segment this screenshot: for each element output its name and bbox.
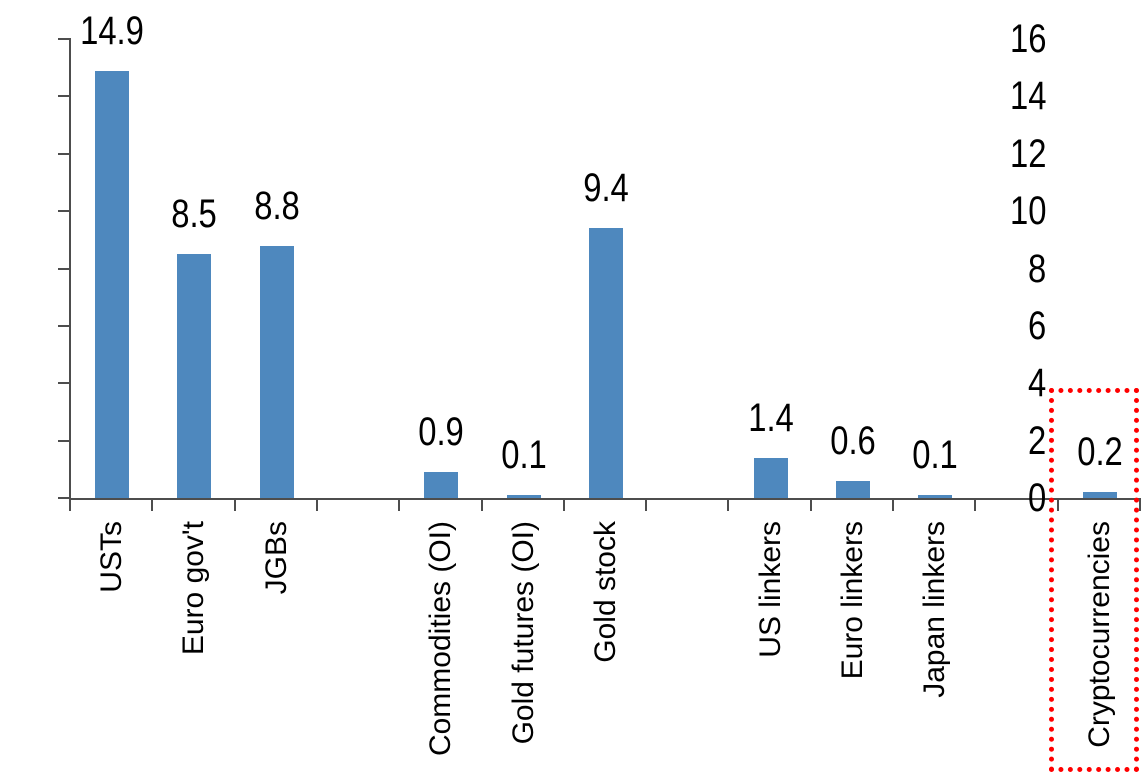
category-label-us-linkers: US linkers (753, 521, 787, 658)
category-label-gold-stock: Gold stock (588, 521, 622, 663)
category-label-usts: USTs (95, 521, 129, 593)
x-tick-0 (69, 498, 71, 511)
bar-euro-linkers (835, 480, 870, 498)
value-label-gold-stock: 9.4 (583, 166, 629, 211)
x-tick-1 (151, 498, 154, 511)
category-label-euro-linkers: Euro linkers (835, 521, 869, 680)
bar-gold-stock (588, 228, 623, 498)
value-label-commodities-oi: 0.9 (418, 410, 465, 455)
y-tick-6 (58, 324, 71, 327)
category-label-euro-gov-t: Euro gov't (177, 521, 211, 656)
x-tick-4 (398, 498, 401, 511)
y-tick-10 (58, 210, 71, 213)
x-tick-8 (727, 498, 730, 511)
value-label-us-linkers: 1.4 (747, 395, 794, 440)
category-label-jgbs: JGBs (259, 521, 293, 595)
y-tick-label-10: 10 (1009, 189, 1046, 234)
y-tick-14 (58, 95, 71, 98)
x-axis-line (69, 498, 1141, 500)
value-label-euro-linkers: 0.6 (830, 418, 876, 463)
x-tick-9 (809, 498, 812, 511)
y-tick-0 (58, 497, 71, 499)
y-axis-line (69, 39, 71, 511)
x-tick-13 (1138, 498, 1141, 511)
bar-euro-gov-t (177, 254, 212, 498)
category-label-japan-linkers: Japan linkers (918, 521, 952, 698)
y-tick-16 (58, 38, 71, 40)
x-tick-12 (1056, 498, 1059, 511)
y-tick-12 (58, 152, 71, 155)
value-label-japan-linkers: 0.1 (912, 433, 958, 478)
highlight-box (1048, 388, 1139, 772)
category-label-commodities-oi: Commodities (OI) (424, 521, 458, 757)
y-tick-label-2: 2 (1027, 418, 1046, 463)
bar-japan-linkers (918, 495, 953, 498)
y-tick-label-4: 4 (1027, 361, 1046, 406)
y-tick-label-0: 0 (1027, 476, 1046, 520)
value-label-jgbs: 8.8 (253, 183, 300, 228)
x-tick-3 (315, 498, 318, 511)
y-tick-4 (58, 382, 71, 385)
value-label-gold-futures-oi: 0.1 (500, 433, 547, 478)
y-tick-8 (58, 267, 71, 270)
x-tick-5 (480, 498, 483, 511)
x-tick-2 (233, 498, 236, 511)
x-tick-10 (892, 498, 894, 511)
y-tick-label-8: 8 (1027, 246, 1046, 291)
bar-cryptocurrencies (1082, 492, 1117, 498)
x-tick-11 (974, 498, 977, 511)
bar-jgbs (259, 245, 294, 498)
bar-usts (95, 70, 130, 498)
y-tick-label-12: 12 (1009, 131, 1046, 176)
bar-gold-futures-oi (506, 495, 541, 498)
x-tick-6 (562, 498, 565, 511)
value-label-euro-gov-t: 8.5 (171, 192, 218, 237)
y-tick-label-14: 14 (1009, 74, 1046, 119)
value-label-cryptocurrencies: 0.2 (1076, 430, 1123, 475)
bar-commodities-oi (424, 472, 459, 498)
y-tick-label-16: 16 (1009, 17, 1046, 61)
y-tick-2 (58, 439, 71, 442)
y-tick-label-6: 6 (1027, 303, 1046, 348)
category-label-gold-futures-oi: Gold futures (OI) (506, 521, 540, 745)
bar-us-linkers (753, 457, 788, 498)
x-tick-7 (645, 498, 648, 511)
value-label-usts: 14.9 (80, 8, 145, 53)
